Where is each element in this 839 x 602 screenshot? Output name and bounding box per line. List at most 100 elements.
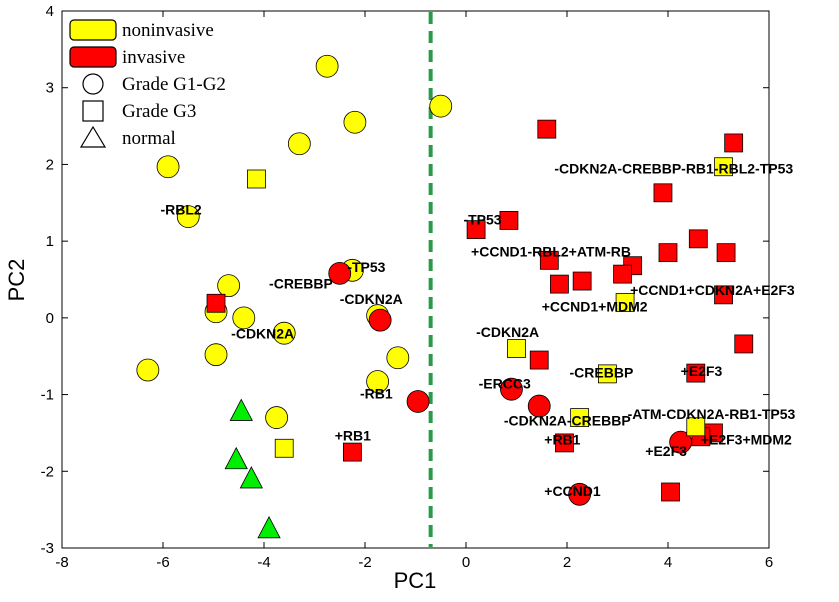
x-tick-label: -8 [55, 554, 68, 571]
data-point-noninvasive-circle [386, 346, 410, 370]
point-annotation: -CREBBP [570, 365, 634, 381]
data-point-invasive-square [572, 271, 592, 291]
data-point-invasive-square [613, 264, 632, 284]
data-point-noninvasive-circle [315, 54, 339, 78]
x-tick-label: -6 [156, 554, 169, 571]
y-ticks-layer: -3 -2 -1 0 1 2 3 4 [41, 3, 769, 557]
data-point-invasive-circle [406, 390, 430, 413]
point-annotation: -TP53 [347, 259, 385, 275]
data-point-noninvasive-circle [265, 406, 289, 429]
x-tick-label: 0 [462, 554, 470, 571]
data-point-normal-triangle [224, 446, 248, 470]
data-point-normal-triangle [229, 398, 253, 421]
annotations-layer: -RBL2 -CREBBP -TP53 -CDKN2A -CDKN2A -RB1 +RB1 -… [160, 161, 795, 499]
data-point-noninvasive-circle [156, 155, 180, 179]
data-point-invasive-square [661, 482, 680, 502]
legend-entry-label: noninvasive [122, 20, 214, 41]
data-point-noninvasive-square [274, 438, 294, 458]
point-annotation: +CCND1-RBL2+ATM-RB [471, 243, 631, 259]
point-annotation: +E2F3+MDM2 [701, 431, 792, 447]
data-point-noninvasive-circle [343, 110, 367, 134]
data-point-noninvasive-circle [287, 132, 311, 156]
point-annotation: -CDKN2A [476, 324, 539, 340]
x-tick-label: 2 [563, 554, 571, 571]
point-annotation: -CDKN2A-CREBBP [504, 412, 631, 428]
data-point-noninvasive-square [615, 293, 635, 312]
point-annotation: -RBL2 [160, 201, 201, 217]
data-point-noninvasive-circle [204, 343, 228, 367]
data-point-invasive-square [466, 220, 486, 240]
point-annotation: -CDKN2A-CREBBP-RB1-RBL2-TP53 [554, 161, 793, 177]
data-point-invasive-square [716, 243, 736, 263]
data-point-invasive-square [724, 133, 744, 153]
y-axis-title: PC2 [4, 259, 29, 302]
data-point-invasive-square [529, 350, 549, 370]
legend-marker-circle [82, 73, 104, 95]
legend-entry-label: Grade G1-G2 [122, 74, 226, 95]
y-tick-label: 3 [46, 80, 54, 97]
point-annotation: +RB1 [544, 431, 580, 447]
legend-entry-label: invasive [122, 47, 185, 68]
data-point-invasive-square [550, 274, 569, 294]
data-point-normal-triangle [257, 515, 281, 539]
data-point-invasive-circle [500, 377, 523, 401]
y-tick-label: 1 [46, 233, 54, 250]
point-annotation: +E2F3 [645, 443, 687, 459]
data-point-invasive-square [686, 363, 706, 383]
x-axis-title: PC1 [394, 568, 437, 593]
point-annotation: -RB1 [360, 385, 393, 401]
point-annotation: +RB1 [335, 428, 371, 444]
data-point-noninvasive-circle [176, 205, 200, 228]
x-tick-label: 4 [664, 554, 672, 571]
point-annotation: -CDKN2A [231, 326, 294, 342]
legend-marker-square [82, 100, 104, 122]
data-point-invasive-circle [368, 308, 392, 332]
data-point-noninvasive-circle [272, 321, 296, 345]
data-point-invasive-square [537, 119, 557, 139]
data-point-noninvasive-circle [366, 370, 390, 393]
legend-marker-triangle [79, 125, 107, 148]
data-point-invasive-square [539, 250, 559, 270]
legend-entry-label: normal [122, 128, 176, 149]
data-point-noninvasive-square [686, 417, 706, 437]
legend-swatch-invasive [69, 46, 117, 68]
data-point-invasive-square [342, 442, 362, 462]
data-point-noninvasive-circle [232, 306, 256, 330]
data-point-normal-triangle [239, 466, 264, 489]
point-annotation: -ATM-CDKN2A-RB1-TP53 [628, 406, 796, 422]
point-annotation: -ERCC3 [479, 375, 531, 391]
data-point-invasive-square [688, 229, 708, 249]
x-tick-label: -2 [358, 554, 371, 571]
point-annotation: +E2F3 [681, 363, 723, 379]
data-point-invasive-square [734, 334, 754, 354]
data-point-invasive-circle [328, 261, 352, 285]
point-annotation: +CCND1+MDM2 [542, 299, 648, 315]
data-point-invasive-circle [527, 394, 551, 418]
point-annotation: -CDKN2A [340, 291, 403, 307]
point-annotation: +CCND1 [544, 483, 601, 499]
y-tick-label: 4 [46, 3, 54, 20]
data-point-invasive-square [658, 243, 678, 263]
x-tick-label: -4 [257, 554, 270, 571]
data-point-invasive-square [653, 183, 673, 203]
point-annotation: -CREBBP [269, 276, 333, 292]
data-point-noninvasive-square [247, 169, 266, 189]
data-point-noninvasive-circle [217, 274, 241, 298]
data-point-invasive-circle [568, 482, 592, 506]
data-point-noninvasive-square [598, 364, 617, 384]
data-point-invasive-square [206, 293, 226, 313]
points-layer [136, 54, 754, 539]
y-tick-label: -1 [41, 387, 54, 404]
data-point-noninvasive-circle [429, 94, 453, 118]
data-point-noninvasive-square [507, 339, 526, 358]
data-point-invasive-square [499, 211, 519, 230]
legend-swatch-noninvasive [69, 19, 117, 41]
legend: noninvasive invasive Grade G1-G2 Grade G3 no… [69, 19, 226, 149]
y-tick-label: 0 [46, 310, 54, 327]
y-tick-label: -2 [41, 463, 54, 480]
data-point-noninvasive-square [570, 408, 590, 427]
x-tick-label: 6 [765, 554, 773, 571]
legend-entry-label: Grade G3 [122, 101, 196, 122]
data-point-invasive-square [714, 285, 733, 305]
